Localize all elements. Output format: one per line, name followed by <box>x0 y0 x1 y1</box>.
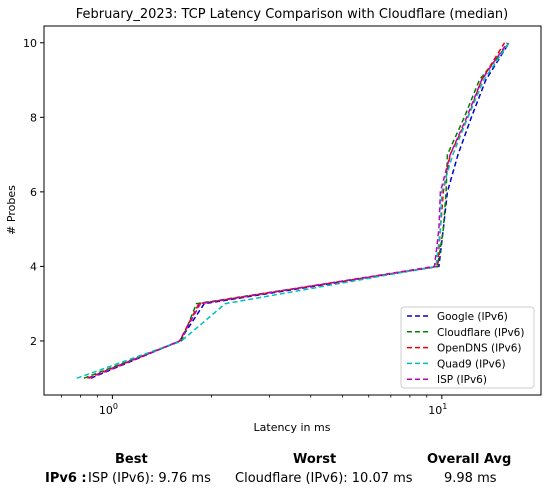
y-tick-label: 4 <box>30 260 37 273</box>
plot-area <box>43 25 542 396</box>
legend-label: Quad9 (IPv6) <box>437 358 506 370</box>
x-tick-label: 101 <box>428 402 447 417</box>
legend-label: OpenDNS (IPv6) <box>437 343 522 355</box>
y-tick-label: 8 <box>30 111 37 124</box>
summary-avg-value: 9.98 ms <box>444 471 497 486</box>
summary-worst-value: Cloudflare (IPv6): 10.07 ms <box>235 471 413 486</box>
legend-label: ISP (IPv6) <box>437 374 487 386</box>
series-line-isp-ipv6 <box>88 42 508 379</box>
y-tick-label: 10 <box>23 37 37 50</box>
series-line-quad9-ipv6 <box>76 42 510 379</box>
summary-worst-header: Worst <box>293 452 337 467</box>
summary-avg-header: Overall Avg <box>427 452 512 467</box>
summary-row-label: IPv6 : <box>45 471 87 486</box>
x-tick-label: 100 <box>99 402 118 417</box>
legend: Google (IPv6) Cloudflare (IPv6) OpenDNS (I… <box>400 306 535 389</box>
legend-label: Cloudflare (IPv6) <box>437 327 524 339</box>
y-tick-label: 6 <box>30 186 37 199</box>
chart-title: February_2023: TCP Latency Comparison wi… <box>76 7 508 22</box>
y-axis-label: # Probes <box>5 185 18 235</box>
y-tick-label: 2 <box>30 335 37 348</box>
x-axis-label: Latency in ms <box>254 421 331 434</box>
legend-box <box>400 306 535 389</box>
legend-label: Google (IPv6) <box>437 311 508 323</box>
summary-best-value: ISP (IPv6): 9.76 ms <box>88 471 211 486</box>
summary-best-header: Best <box>115 452 148 467</box>
latency-chart: February_2023: TCP Latency Comparison wi… <box>5 7 542 434</box>
